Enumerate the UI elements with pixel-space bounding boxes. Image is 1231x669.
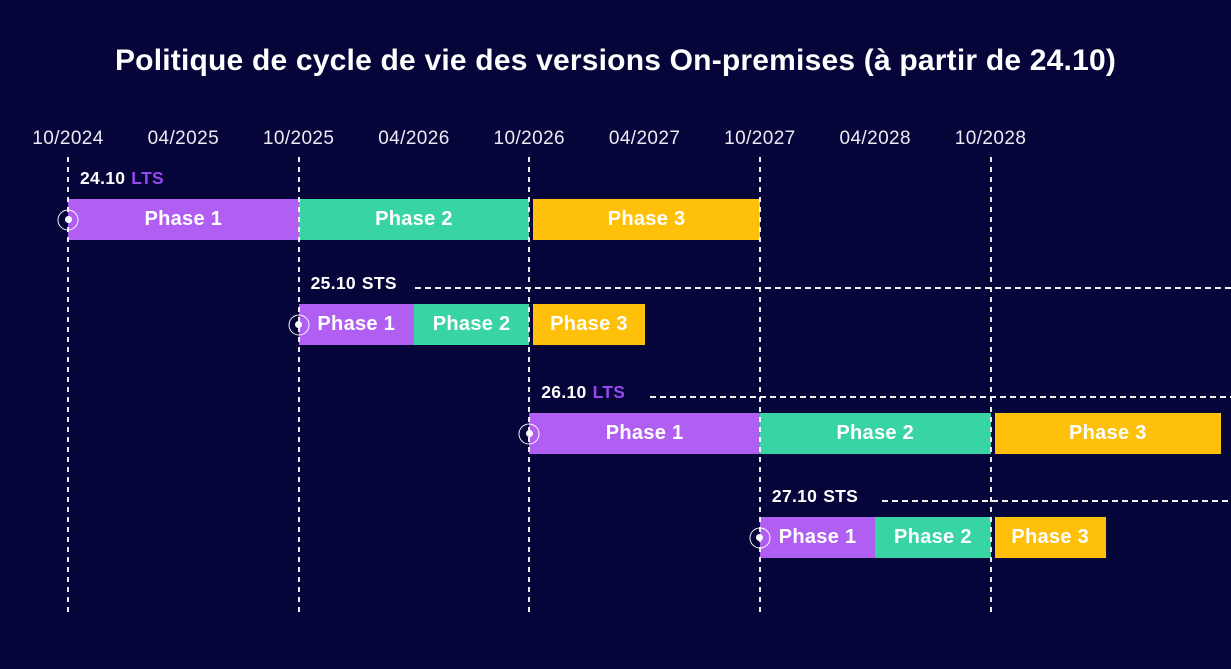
phase-bar-label: Phase 1	[144, 208, 223, 230]
phase-bar: Phase 2	[298, 199, 530, 240]
phase-bar-label: Phase 3	[1069, 422, 1147, 444]
axis-tick: 10/2027	[724, 128, 796, 149]
vertical-gridline	[528, 157, 531, 612]
phase-bar-label: Phase 2	[894, 526, 972, 548]
axis-tick: 10/2026	[493, 128, 566, 149]
axis-tick: 04/2026	[378, 128, 450, 149]
phase-bar-label: Phase 1	[778, 526, 857, 548]
axis-tick: 04/2028	[839, 128, 911, 149]
axis-tick: 10/2025	[262, 128, 335, 149]
version-number: 27.10	[771, 486, 818, 506]
vertical-gridline	[67, 157, 69, 612]
version-number: 26.10	[541, 382, 587, 402]
phase-bar: Phase 2	[875, 517, 991, 558]
vertical-gridline	[758, 157, 761, 612]
axis-tick: 10/2024	[32, 128, 104, 149]
label-leader-dashed-line	[650, 396, 1231, 398]
release-type-badge: STS	[361, 273, 397, 293]
vertical-gridline	[989, 157, 992, 612]
phase-bar: Phase 2	[413, 304, 530, 345]
release-start-marker-icon	[518, 423, 540, 444]
phase-bar: Phase 1	[759, 517, 876, 558]
release-start-marker-icon	[288, 314, 310, 335]
release-start-marker-icon	[57, 209, 79, 230]
phase-bar-label: Phase 3	[607, 208, 686, 230]
version-label: 24.10 LTS	[80, 168, 164, 189]
release-start-marker-icon	[749, 527, 771, 548]
label-leader-dashed-line	[415, 287, 1231, 289]
phase-bar: Phase 3	[533, 199, 760, 240]
phase-bar-label: Phase 3	[550, 313, 628, 335]
version-number: 25.10	[310, 273, 356, 293]
phase-bar: Phase 3	[994, 413, 1222, 454]
phase-bar: Phase 2	[759, 413, 991, 454]
page-title: Politique de cycle de vie des versions O…	[114, 44, 1117, 77]
phase-bar: Phase 1	[68, 199, 299, 240]
axis-tick: 04/2025	[147, 128, 220, 149]
phase-bar: Phase 1	[529, 413, 760, 454]
release-type-badge: LTS	[592, 382, 626, 402]
phase-bar-label: Phase 3	[1011, 526, 1090, 548]
version-number: 24.10	[80, 168, 126, 188]
release-type-badge: STS	[823, 486, 859, 506]
axis-tick: 10/2028	[954, 128, 1027, 149]
release-type-badge: LTS	[131, 168, 164, 188]
vertical-gridline	[297, 157, 300, 612]
phase-bar: Phase 1	[298, 304, 414, 345]
phase-bar: Phase 3	[533, 304, 645, 345]
version-label: 26.10 LTS	[541, 382, 625, 403]
label-leader-dashed-line	[882, 500, 1231, 502]
phase-bar-label: Phase 2	[432, 313, 511, 335]
phase-bar-label: Phase 1	[605, 422, 684, 444]
phase-bar-label: Phase 1	[317, 313, 396, 335]
phase-bar-label: Phase 2	[836, 422, 915, 444]
phase-bar-label: Phase 2	[375, 208, 453, 230]
version-label: 25.10 STS	[311, 273, 397, 294]
phase-bar: Phase 3	[994, 517, 1106, 558]
version-label: 27.10 STS	[772, 486, 858, 507]
axis-tick: 04/2027	[608, 128, 681, 149]
